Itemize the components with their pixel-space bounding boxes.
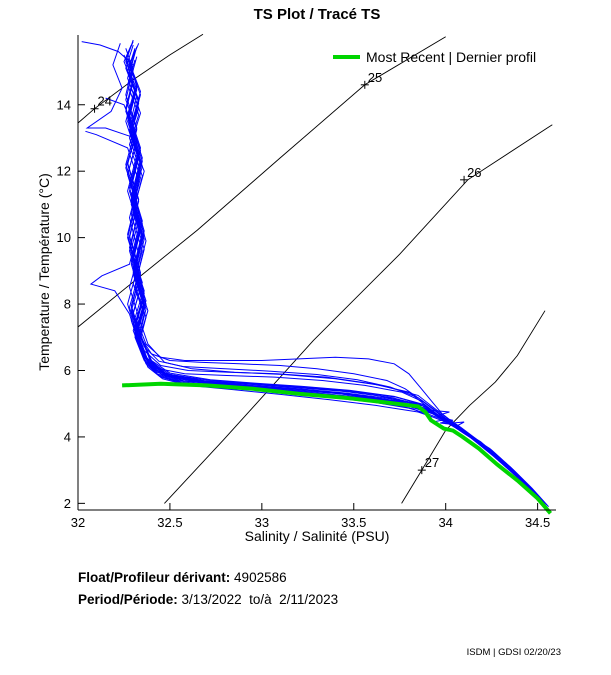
- contour-label: 24: [98, 94, 112, 109]
- period-value: 3/13/2022 to/à 2/11/2023: [181, 592, 339, 607]
- contour-label: 25: [368, 70, 382, 85]
- period-label: Period/Période:: [78, 592, 178, 607]
- density-contour-line: [164, 124, 553, 504]
- period-line: Period/Période: 3/13/2022 to/à 2/11/2023: [78, 589, 338, 611]
- profile-line: [123, 54, 531, 491]
- profile-line: [128, 59, 531, 490]
- x-axis-label: Salinity / Salinité (PSU): [244, 528, 390, 544]
- profile-line: [85, 43, 537, 496]
- profile-line: [127, 59, 548, 506]
- chart-title: TS Plot / Tracé TS: [253, 6, 381, 23]
- profile-line: [130, 184, 540, 499]
- x-tick-label: 33.5: [341, 515, 366, 530]
- profile-line: [129, 63, 538, 498]
- y-tick-label: 4: [64, 429, 71, 444]
- y-axis-label: Temperature / Température (°C): [36, 173, 52, 371]
- float-id-label: Float/Profileur dérivant:: [78, 570, 231, 585]
- most-recent-profile: [122, 381, 553, 515]
- agency-date-stamp: ISDM | GDSI 02/20/23: [466, 647, 561, 658]
- y-tick-label: 2: [64, 496, 71, 511]
- x-tick-label: 33: [255, 515, 269, 530]
- profile-line: [125, 48, 538, 498]
- profile-line: [127, 58, 527, 486]
- density-contour-line: [401, 310, 546, 504]
- profile-line: [125, 44, 533, 493]
- x-tick-label: 34.5: [525, 515, 550, 530]
- contour-label: 26: [467, 165, 481, 180]
- legend-label: Most Recent | Dernier profil: [366, 49, 537, 65]
- profile-line: [81, 41, 535, 494]
- legend: Most Recent | Dernier profil: [333, 49, 536, 65]
- float-id-line: Float/Profileur dérivant: 4902586: [78, 567, 338, 589]
- y-tick-label: 14: [57, 97, 71, 112]
- x-tick-label: 34: [438, 515, 452, 530]
- x-axis-ticks: 32 32.5 33 33.5 34 34.5: [71, 503, 550, 530]
- y-tick-label: 6: [64, 363, 71, 378]
- profile-line: [127, 49, 542, 501]
- profile-line: [85, 130, 529, 488]
- legend-line-swatch: [333, 55, 360, 59]
- y-tick-label: 12: [57, 164, 71, 179]
- profile-lines: [81, 39, 549, 508]
- y-tick-label: 10: [57, 230, 71, 245]
- density-contour-line: [78, 33, 204, 124]
- density-contours: [78, 33, 553, 504]
- y-axis-ticks: 2 4 6 8 10 12 14: [57, 97, 85, 511]
- density-contour-line: [78, 36, 446, 328]
- profile-line: [127, 51, 533, 493]
- profile-line: [125, 39, 538, 498]
- profile-line: [125, 78, 538, 498]
- x-tick-label: 32.5: [157, 515, 182, 530]
- profile-line: [89, 44, 540, 499]
- profile-line: [127, 48, 546, 504]
- contour-label: 27: [425, 455, 439, 470]
- y-tick-label: 8: [64, 297, 71, 312]
- contour-labels: 24 25 26 27: [90, 70, 482, 475]
- axes: [77, 35, 556, 511]
- most-recent-line: [122, 381, 553, 515]
- float-id-value: 4902586: [234, 570, 287, 585]
- profile-line: [128, 56, 549, 508]
- profile-line: [130, 219, 537, 495]
- profile-line: [128, 46, 544, 503]
- x-tick-label: 32: [71, 515, 85, 530]
- footer-info: Float/Profileur dérivant: 4902586 Period…: [78, 567, 338, 611]
